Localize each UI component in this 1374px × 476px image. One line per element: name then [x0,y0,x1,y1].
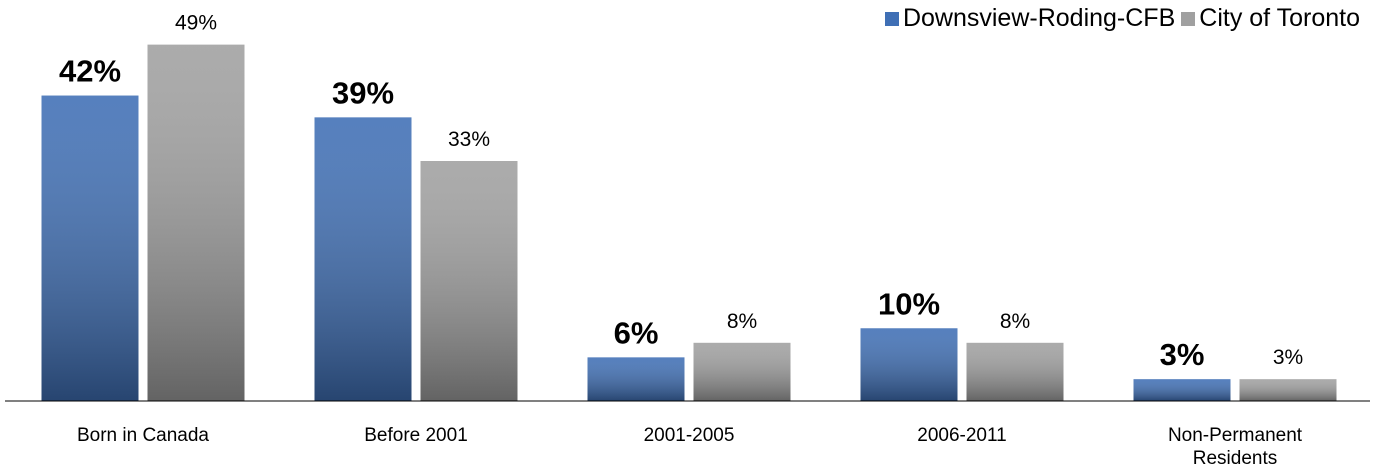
legend-swatch [1181,11,1196,26]
bar-shade [314,117,412,401]
bar-shade [860,328,958,401]
legend-swatch [884,11,899,26]
x-tick-label: Born in Canada [76,425,210,446]
data-label: 6% [614,315,659,350]
bar-shade [1133,379,1231,401]
data-label: 42% [59,54,121,89]
x-tick-label: 2001-2005 [643,425,735,446]
bar-shade [966,342,1064,401]
legend-label: Downsview-Roding-CFB [902,4,1176,32]
data-label: 33% [448,128,490,151]
bar-shade [587,357,685,401]
bar-shade [41,95,139,401]
x-tick-label: Before 2001 [364,425,468,446]
data-label: 39% [332,75,394,110]
data-label: 10% [878,286,940,321]
legend-label: City of Toronto [1199,4,1360,32]
bar-shade [1239,379,1337,401]
legend: Downsview-Roding-CFB City of Toronto [879,4,1360,33]
data-label: 3% [1160,337,1205,372]
x-tick-label: 2006-2011 [917,425,1007,446]
data-label: 49% [175,12,217,35]
bar-shade [147,44,245,402]
data-label: 8% [727,310,757,333]
bar-shade [420,161,518,401]
data-label: 8% [1000,310,1030,333]
data-label: 3% [1273,346,1303,369]
bar-shade [693,342,791,401]
x-tick-label: Non-Permanent Residents [1167,425,1303,469]
